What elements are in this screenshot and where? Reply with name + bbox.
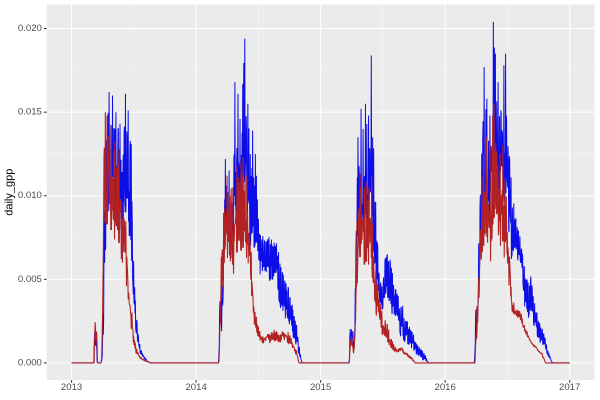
svg-text:0.000: 0.000: [18, 357, 42, 368]
svg-text:daily_gpp: daily_gpp: [4, 169, 16, 216]
svg-text:0.015: 0.015: [18, 107, 42, 118]
svg-text:2013: 2013: [61, 382, 82, 393]
svg-text:0.010: 0.010: [18, 190, 42, 201]
svg-text:2017: 2017: [559, 382, 580, 393]
svg-text:2016: 2016: [435, 382, 456, 393]
svg-text:2015: 2015: [310, 382, 331, 393]
svg-text:0.005: 0.005: [18, 274, 42, 285]
svg-text:2014: 2014: [185, 382, 207, 393]
svg-text:0.020: 0.020: [18, 23, 42, 34]
